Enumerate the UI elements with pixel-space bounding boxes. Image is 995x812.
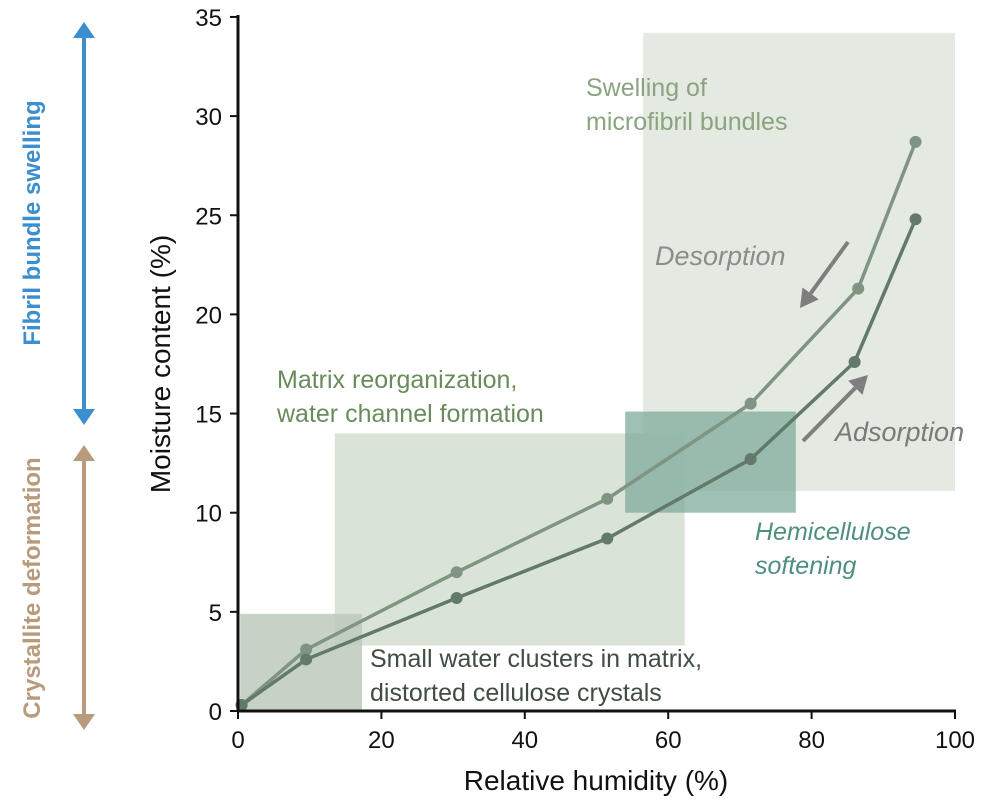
- data-point-desorption: [450, 566, 463, 579]
- data-point-adsorption: [744, 453, 757, 466]
- arrowhead-down-icon: [73, 409, 95, 425]
- y-tick-label: 30: [195, 104, 222, 131]
- region-label-swelling: microfibril bundles: [586, 108, 787, 136]
- x-tick-label: 80: [798, 727, 825, 754]
- arrowhead-up-icon: [73, 22, 95, 38]
- annotation-adsorption: Adsorption: [833, 417, 964, 447]
- range-label-fibril-swelling: Fibril bundle swelling: [19, 100, 46, 345]
- region-label-matrix: water channel formation: [276, 400, 544, 428]
- data-point-adsorption: [601, 532, 614, 545]
- region-label-clusters: distorted cellulose crystals: [370, 679, 662, 707]
- annotation-desorption: Desorption: [655, 241, 786, 271]
- region-label-hemicellulose: softening: [755, 552, 857, 580]
- direction-arrow-adsorption: [801, 386, 857, 443]
- region-hemicellulose: [625, 411, 796, 513]
- data-point-adsorption: [300, 653, 313, 666]
- x-tick-label: 20: [368, 727, 395, 754]
- arrowhead-up-icon: [73, 445, 95, 461]
- x-tick-label: 60: [655, 727, 682, 754]
- arrowhead-icon: [800, 287, 819, 308]
- arrowhead-down-icon: [73, 714, 95, 730]
- arrowhead-icon: [848, 375, 868, 395]
- range-label-crystallite-deformation: Crystallite deformation: [19, 457, 46, 718]
- y-tick-label: 10: [195, 501, 222, 528]
- x-axis-label: Relative humidity (%): [464, 765, 729, 796]
- data-point-desorption: [909, 135, 922, 148]
- data-point-desorption: [852, 282, 865, 295]
- y-axis-label: Moisture content (%): [145, 235, 176, 493]
- data-point-desorption: [601, 492, 614, 505]
- y-tick-label: 15: [195, 402, 222, 429]
- data-point-adsorption: [909, 213, 922, 226]
- direction-arrow-desorption: [808, 240, 850, 295]
- x-tick-label: 100: [935, 727, 975, 754]
- y-tick-label: 5: [209, 600, 222, 627]
- region-label-clusters: Small water clusters in matrix,: [370, 645, 702, 673]
- region-label-hemicellulose: Hemicellulose: [755, 518, 911, 546]
- region-label-swelling: Swelling of: [586, 74, 707, 102]
- y-tick-label: 25: [195, 203, 222, 230]
- data-point-desorption: [300, 643, 313, 656]
- x-tick-label: 40: [511, 727, 538, 754]
- y-tick-label: 20: [195, 302, 222, 329]
- region-label-matrix: Matrix reorganization,: [277, 366, 517, 394]
- data-point-desorption: [744, 397, 757, 410]
- x-tick-label: 0: [231, 727, 244, 754]
- y-tick-label: 35: [195, 5, 222, 32]
- y-tick-label: 0: [209, 699, 222, 726]
- data-point-adsorption: [848, 355, 861, 368]
- data-point-adsorption: [450, 591, 463, 604]
